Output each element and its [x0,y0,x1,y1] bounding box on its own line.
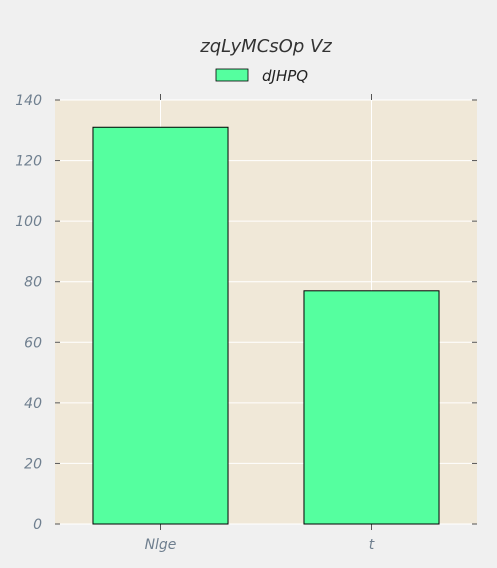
bar-Nlge [92,126,229,525]
bar-t [303,290,440,525]
tick-labels: 0 20 40 60 80 100 120 140 Nlge t [15,93,374,553]
y-tick-label: 20 [24,456,42,472]
axis-ticks [55,94,477,530]
y-tick-label: 140 [15,93,42,109]
y-tick-label: 40 [24,396,42,412]
legend-label: dJHPQ [262,67,308,85]
y-tick-label: 0 [33,517,42,533]
y-tick-label: 100 [15,214,42,230]
x-tick-label: Nlge [145,537,177,553]
x-tick-label: t [369,537,375,553]
legend-swatch [215,68,249,82]
y-tick-label: 80 [24,275,42,291]
y-tick-label: 120 [15,154,42,170]
y-tick-label: 60 [24,335,42,351]
chart-title: zqLyMCsOp Vz [199,36,332,57]
bars [92,126,440,525]
legend: dJHPQ [215,67,308,85]
